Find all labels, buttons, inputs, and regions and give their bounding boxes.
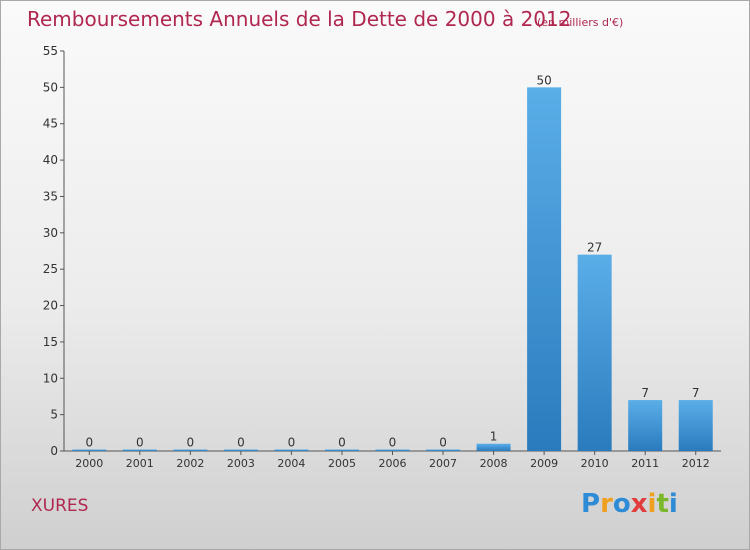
x-tick-label-2009: 2009: [530, 457, 558, 470]
y-tick-label: 5: [50, 408, 58, 422]
y-tick-label: 25: [43, 262, 58, 276]
x-tick-label-2010: 2010: [581, 457, 609, 470]
bar-2009: [527, 87, 562, 451]
bar-2010: [577, 254, 612, 451]
logo-letter: P: [581, 489, 601, 519]
logo-letter: x: [630, 489, 648, 519]
data-label-2011: 7: [641, 386, 649, 400]
data-label-2001: 0: [136, 436, 144, 450]
y-tick-label: 15: [43, 335, 58, 349]
y-tick-label: 55: [43, 44, 58, 58]
bar-2003: [223, 449, 258, 451]
x-tick-label-2005: 2005: [328, 457, 356, 470]
x-tick-label-2002: 2002: [176, 457, 204, 470]
logo-letter: r: [600, 489, 613, 519]
bar-2008: [476, 443, 511, 451]
y-tick-label: 50: [43, 80, 58, 94]
chart-data-labels: 0 0 0 0 0 0 0 0 1 50 27 7 7: [85, 73, 699, 449]
x-tick-label-2006: 2006: [379, 457, 407, 470]
bar-2012: [678, 400, 713, 451]
bar-2002: [173, 449, 208, 451]
data-label-2012: 7: [692, 386, 700, 400]
x-tick-label-2012: 2012: [682, 457, 710, 470]
bar-2005: [324, 449, 359, 451]
bar-2000: [72, 449, 107, 451]
y-tick-label: 45: [43, 117, 58, 131]
commune-name: XURES: [31, 496, 89, 516]
bar-2004: [274, 449, 309, 451]
logo-letter: t: [656, 489, 669, 519]
data-label-2007: 0: [439, 436, 447, 450]
proxiti-logo: Proxiti: [581, 489, 678, 519]
y-tick-label: 10: [43, 371, 58, 385]
logo-letter: i: [647, 489, 657, 519]
data-label-2006: 0: [389, 436, 397, 450]
x-tick-label-2001: 2001: [126, 457, 154, 470]
x-tick-label-2000: 2000: [75, 457, 103, 470]
y-tick-label: 40: [43, 153, 58, 167]
data-label-2009: 50: [536, 73, 551, 87]
x-tick-label-2004: 2004: [277, 457, 305, 470]
y-tick-label: 35: [43, 189, 58, 203]
y-tick-label: 0: [50, 444, 58, 458]
chart-subtitle: (en milliers d'€): [537, 16, 624, 29]
data-label-2000: 0: [85, 436, 93, 450]
bar-2001: [122, 449, 157, 451]
chart-bars: [72, 87, 713, 451]
y-tick-label: 30: [43, 226, 58, 240]
bar-2007: [426, 449, 461, 451]
x-tick-label-2003: 2003: [227, 457, 255, 470]
logo-letter: i: [668, 489, 678, 519]
data-label-2003: 0: [237, 436, 245, 450]
chart-title: Remboursements Annuels de la Dette de 20…: [27, 7, 572, 31]
data-label-2005: 0: [338, 436, 346, 450]
data-label-2008: 1: [490, 430, 498, 444]
bar-2011: [628, 400, 663, 451]
x-tick-label-2007: 2007: [429, 457, 457, 470]
bar-2006: [375, 449, 410, 451]
data-label-2004: 0: [288, 436, 296, 450]
data-label-2010: 27: [587, 241, 602, 255]
y-tick-label: 20: [43, 299, 58, 313]
x-tick-label-2008: 2008: [480, 457, 508, 470]
data-label-2002: 0: [187, 436, 195, 450]
logo-letter: o: [612, 489, 631, 519]
x-tick-label-2011: 2011: [631, 457, 659, 470]
